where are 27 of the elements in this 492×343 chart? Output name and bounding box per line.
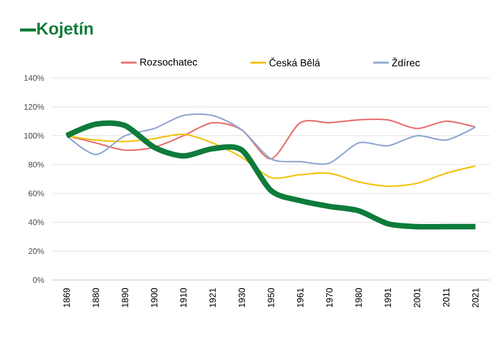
x-tick-label: 2001	[414, 288, 420, 308]
x-tick-label: 1950	[268, 288, 274, 308]
legend-label: Kojetín	[37, 22, 93, 38]
y-tick-label: 40%	[28, 219, 44, 226]
y-tick-label: 100%	[24, 132, 44, 139]
x-tick-label: 1970	[326, 288, 333, 308]
x-tick-label: 1921	[209, 288, 216, 308]
legend-label: Česká Bělá	[269, 58, 320, 66]
x-tick-label: 1980	[355, 288, 362, 308]
x-tick-label: 2021	[472, 288, 479, 308]
x-tick-label: 2011	[443, 288, 450, 307]
x-tick-label: 1900	[151, 288, 158, 308]
y-tick-label: 80%	[28, 162, 44, 168]
y-tick-label: 120%	[24, 104, 44, 110]
legend-label: Rozsochatec	[140, 58, 198, 66]
x-tick-label: 1930	[238, 288, 245, 308]
legend-label: Ždírec	[392, 58, 420, 66]
x-tick-label: 1890	[122, 288, 128, 308]
x-tick-label: 1961	[297, 288, 304, 308]
x-tick-label: 1991	[384, 288, 391, 308]
x-tick-label: 1880	[92, 288, 99, 308]
x-tick-label: 1910	[180, 288, 187, 308]
y-tick-label: 20%	[28, 248, 44, 254]
y-tick-label: 0%	[32, 277, 44, 283]
y-tick-label: 140%	[24, 75, 44, 81]
y-tick-label: 60%	[28, 190, 44, 196]
x-tick-label: 1869	[63, 288, 70, 308]
